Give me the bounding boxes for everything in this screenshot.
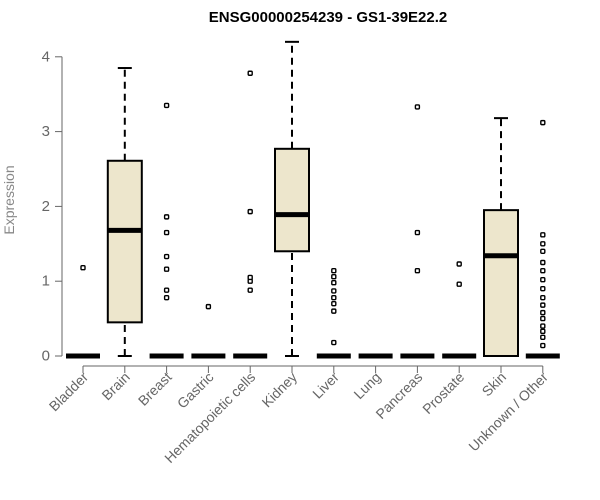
outlier-point-breast — [163, 229, 170, 236]
y-tick-label: 2 — [42, 198, 50, 215]
outlier-point-unknown-other — [540, 277, 546, 283]
outlier-point-unknown-other — [540, 323, 546, 329]
y-tick-label: 1 — [42, 273, 50, 290]
y-tick-label: 3 — [42, 123, 50, 140]
outlier-point-unknown-other — [540, 268, 546, 274]
outlier-point-liver — [331, 274, 337, 280]
outlier-point-unknown-other — [540, 342, 546, 349]
outlier-point-hematopoietic-cells — [247, 274, 253, 281]
outlier-point-breast — [163, 253, 170, 260]
outlier-point-breast — [163, 287, 170, 293]
outlier-point-liver — [331, 300, 337, 307]
outlier-point-breast — [163, 102, 170, 109]
outlier-point-unknown-other — [540, 302, 546, 308]
x-tick-label-kidney: Kidney — [259, 369, 301, 411]
outlier-point-liver — [331, 308, 337, 314]
x-tick-label-bladder: Bladder — [46, 369, 92, 415]
outlier-point-hematopoietic-cells — [247, 208, 253, 215]
y-tick-label: 4 — [42, 48, 50, 65]
outlier-point-liver — [331, 288, 337, 294]
x-tick-label-lung: Lung — [350, 369, 383, 402]
outlier-point-pancreas — [414, 229, 421, 236]
outlier-point-breast — [163, 214, 170, 220]
x-tick-label-breast: Breast — [135, 369, 175, 409]
outlier-point-breast — [163, 294, 170, 301]
outlier-point-liver — [331, 268, 337, 274]
outlier-point-pancreas — [414, 104, 421, 110]
box-brain — [106, 159, 143, 324]
outlier-point-pancreas — [414, 268, 421, 274]
outlier-point-unknown-other — [540, 294, 546, 301]
outlier-point-bladder — [80, 265, 86, 271]
outlier-point-unknown-other — [540, 119, 546, 126]
outlier-point-hematopoietic-cells — [247, 287, 253, 293]
outlier-point-gastric — [205, 303, 212, 310]
outlier-point-unknown-other — [540, 334, 546, 340]
x-tick-label-liver: Liver — [309, 369, 342, 402]
y-tick-label: 0 — [42, 348, 50, 365]
outlier-point-liver — [331, 294, 337, 301]
outlier-point-unknown-other — [540, 248, 546, 254]
box-skin — [483, 209, 519, 357]
box-kidney — [274, 147, 310, 253]
outlier-point-breast — [163, 266, 170, 272]
outlier-point-unknown-other — [540, 241, 546, 247]
outlier-point-liver — [331, 339, 337, 346]
outlier-point-prostate — [456, 261, 462, 267]
chart-title: ENSG00000254239 - GS1-39E22.2 — [209, 9, 448, 26]
outlier-point-unknown-other — [540, 315, 546, 322]
x-tick-label-unknown-other: Unknown / Other — [465, 369, 551, 455]
outlier-point-hematopoietic-cells — [247, 70, 253, 76]
outlier-point-liver — [331, 279, 337, 286]
outlier-point-unknown-other — [540, 328, 546, 335]
x-tick-label-brain: Brain — [98, 369, 132, 403]
outlier-point-unknown-other — [540, 259, 546, 266]
x-tick-label-prostate: Prostate — [419, 369, 467, 417]
outlier-point-unknown-other — [540, 285, 546, 292]
outlier-point-prostate — [456, 281, 462, 287]
y-axis-label: Expression — [1, 165, 17, 234]
outlier-point-unknown-other — [540, 232, 546, 238]
outlier-point-unknown-other — [540, 309, 546, 316]
x-tick-label-skin: Skin — [479, 369, 510, 400]
